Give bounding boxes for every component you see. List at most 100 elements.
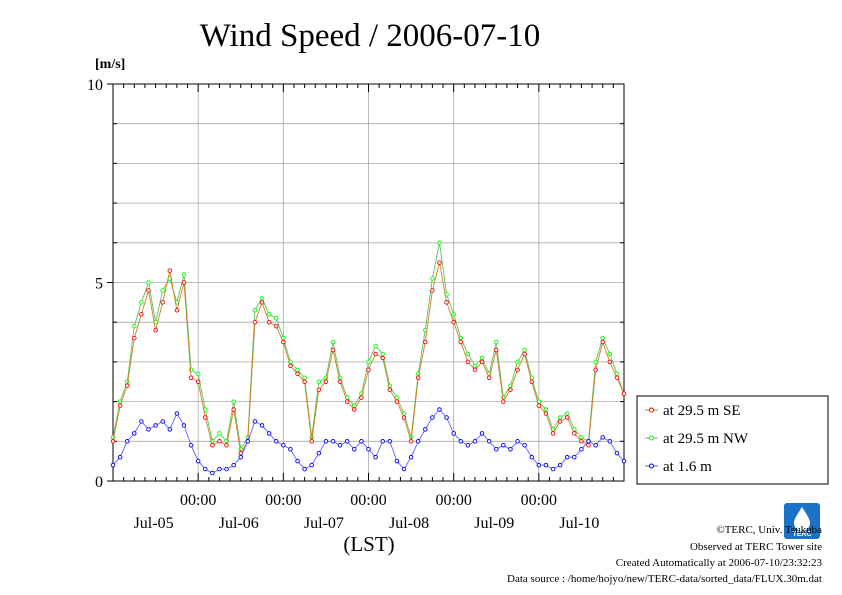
legend-label: at 29.5 m SE	[663, 403, 741, 419]
data-point	[458, 439, 464, 444]
data-point	[579, 435, 584, 440]
x-date-label: Jul-06	[219, 515, 259, 532]
data-point	[273, 323, 279, 329]
data-point	[302, 466, 307, 472]
data-point	[408, 439, 414, 444]
data-point	[217, 466, 222, 472]
data-point	[593, 367, 598, 373]
data-point	[515, 367, 520, 373]
data-point	[203, 466, 208, 472]
data-point	[252, 319, 258, 325]
data-point	[132, 431, 137, 436]
data-point	[195, 371, 201, 377]
data-point	[373, 454, 378, 460]
data-point	[501, 443, 506, 448]
legend-marker	[649, 435, 654, 441]
data-point	[323, 379, 329, 385]
data-point	[465, 351, 471, 357]
data-point	[231, 462, 236, 468]
terc-logo: TERC	[784, 503, 820, 539]
data-point	[366, 446, 371, 452]
data-point	[437, 407, 442, 412]
data-point	[543, 407, 549, 412]
data-point	[231, 407, 236, 412]
legend-label: at 1.6 m	[663, 459, 712, 475]
data-point	[330, 339, 336, 345]
data-point	[217, 439, 222, 444]
data-point	[309, 439, 314, 444]
data-point	[181, 423, 187, 428]
data-point	[181, 272, 187, 277]
data-point	[252, 308, 258, 313]
data-point	[117, 403, 123, 408]
chart-title: Wind Speed / 2006-07-10	[200, 18, 541, 54]
data-point	[522, 347, 527, 353]
data-point	[501, 399, 506, 404]
data-point	[564, 411, 570, 416]
data-point	[621, 391, 627, 396]
data-point	[600, 335, 605, 341]
data-point	[224, 443, 229, 448]
data-point	[309, 462, 314, 468]
data-point	[295, 371, 300, 377]
observed-site-text: Observed at TERC Tower site	[690, 541, 822, 553]
data-point	[302, 375, 307, 381]
data-point	[508, 387, 513, 392]
x-time-label: 00:00	[435, 492, 471, 509]
data-point	[607, 351, 613, 357]
data-point	[139, 300, 144, 305]
legend-box	[636, 395, 829, 485]
data-point	[146, 427, 151, 432]
data-point	[146, 280, 151, 285]
x-date-label: Jul-08	[389, 515, 429, 532]
data-point	[366, 367, 371, 373]
data-point	[536, 403, 542, 408]
data-point	[387, 439, 393, 444]
data-point	[373, 351, 378, 357]
data-point	[536, 462, 542, 468]
data-point	[281, 443, 286, 448]
data-point	[600, 435, 605, 440]
data-point	[160, 419, 165, 424]
data-point	[359, 439, 364, 444]
data-point	[543, 411, 549, 416]
data-point	[529, 454, 534, 460]
data-point	[295, 458, 300, 464]
data-point	[352, 407, 357, 412]
data-point	[494, 347, 499, 353]
water-drop-icon	[794, 507, 810, 531]
data-point	[266, 312, 272, 317]
data-point	[579, 439, 584, 444]
data-point	[415, 375, 421, 381]
data-point	[153, 423, 158, 428]
data-point	[139, 419, 144, 424]
data-point	[273, 439, 279, 444]
data-point	[430, 288, 435, 293]
data-point	[281, 339, 286, 345]
data-point	[387, 387, 393, 392]
data-point	[344, 399, 350, 404]
data-point	[572, 454, 577, 460]
data-point	[515, 439, 520, 444]
data-point	[557, 419, 563, 424]
x-date-label: Jul-07	[304, 515, 344, 532]
data-point	[451, 312, 456, 317]
data-point	[380, 355, 385, 361]
x-axis-label: (LST)	[343, 532, 394, 556]
data-point	[210, 470, 215, 476]
data-point	[465, 359, 471, 365]
data-point	[330, 439, 336, 444]
data-point	[195, 458, 201, 464]
data-point	[373, 343, 378, 349]
legend-marker	[649, 463, 654, 469]
data-point	[472, 439, 478, 444]
data-point	[508, 446, 513, 452]
data-point	[451, 431, 456, 436]
x-axis-ticks: 00:00 00:00 00:00 00:00 00:00 Jul-05 Jul-06 Jul…	[123, 84, 614, 532]
data-point	[515, 359, 520, 365]
data-point	[132, 323, 137, 329]
data-point	[124, 383, 130, 388]
data-point	[167, 427, 173, 432]
y-axis-ticks: 0 5 10	[87, 77, 624, 491]
